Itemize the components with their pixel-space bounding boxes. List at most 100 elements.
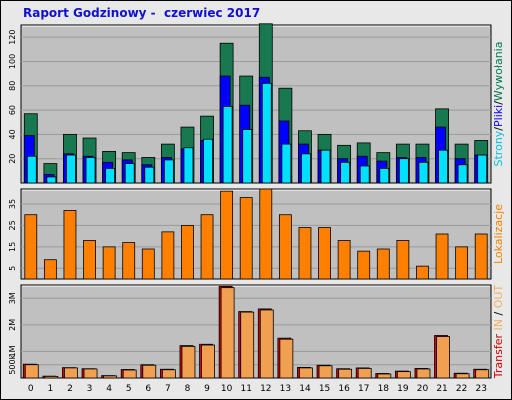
x-tick-label: 8	[185, 384, 191, 394]
bar-transfer-out	[103, 375, 118, 379]
y-tick-label: 40	[8, 129, 17, 139]
bar-transfer-out	[377, 373, 392, 379]
x-tick-label: 5	[126, 384, 132, 394]
y-tick-label: 3M	[8, 292, 17, 304]
x-tick-label: 9	[204, 384, 210, 394]
x-tick-label: 16	[338, 384, 350, 394]
panel-background	[20, 284, 492, 379]
bar-transfer-out	[357, 368, 372, 379]
y-axis-title: Strony/Pliki/Wywołania	[492, 42, 505, 167]
bar-strony	[105, 168, 116, 184]
bar-strony	[261, 82, 272, 184]
bar-strony	[242, 129, 253, 184]
x-tick-label: 21	[436, 384, 447, 394]
x-tick-label: 17	[358, 384, 369, 394]
y-axis-title-part: IN	[492, 315, 505, 333]
bar-lokalizacje	[161, 231, 175, 280]
x-tick-label: 15	[319, 384, 330, 394]
x-tick-label: 7	[165, 384, 171, 394]
x-tick-label: 14	[299, 384, 311, 394]
bar-transfer-out	[83, 368, 98, 379]
bar-lokalizacje	[455, 246, 469, 280]
bar-transfer-out	[338, 368, 353, 379]
bar-lokalizacje	[259, 188, 273, 280]
bar-lokalizacje	[474, 233, 488, 280]
bar-strony	[477, 154, 488, 184]
bar-lokalizacje	[416, 265, 429, 280]
bar-lokalizacje	[376, 248, 390, 280]
x-tick-label: 2	[67, 384, 73, 394]
bar-strony	[66, 154, 76, 184]
bar-transfer-out	[181, 345, 196, 379]
bar-lokalizacje	[278, 214, 292, 280]
x-tick-label: 12	[260, 384, 271, 394]
bar-transfer-out	[299, 367, 313, 379]
x-tick-label: 1	[48, 384, 54, 394]
bar-transfer-out	[279, 338, 294, 379]
bar-lokalizacje	[337, 240, 351, 280]
bar-strony	[85, 157, 96, 184]
y-axis-title-part: Lokalizacje	[492, 204, 505, 264]
x-tick-label: 3	[87, 384, 93, 394]
bar-strony	[183, 147, 194, 184]
y-axis-title-part: /	[492, 311, 505, 315]
bar-lokalizacje	[181, 225, 194, 280]
bar-lokalizacje	[396, 240, 410, 280]
y-tick-label: 80	[8, 81, 17, 91]
bar-lokalizacje	[357, 250, 371, 280]
bar-lokalizacje	[239, 197, 253, 280]
bar-strony	[438, 149, 448, 184]
bar-strony	[418, 161, 429, 184]
bar-strony	[398, 158, 409, 184]
bar-strony	[340, 161, 351, 184]
x-tick-label: 10	[221, 384, 233, 394]
y-tick-label: 100	[8, 54, 17, 69]
bar-lokalizacje	[83, 240, 96, 280]
bar-transfer-out	[44, 376, 59, 379]
visits-panel: 5 15 25 35 Lokalizacje	[8, 188, 505, 280]
bar-lokalizacje	[141, 248, 155, 280]
bar-transfer-out	[318, 365, 333, 379]
bar-strony	[222, 106, 233, 184]
y-axis-title: Transfer IN / OUT	[492, 285, 505, 380]
bar-lokalizacje	[220, 190, 234, 280]
bar-transfer-out	[455, 373, 470, 379]
x-tick-label: 20	[417, 384, 429, 394]
bar-transfer-out	[396, 371, 411, 379]
x-tick-label: 0	[28, 384, 34, 394]
bar-transfer-out	[240, 311, 255, 379]
bar-strony	[281, 143, 292, 184]
y-tick-label: 1M	[8, 345, 17, 357]
y-axis-title-part: /	[492, 127, 505, 131]
y-tick-label: 5	[8, 266, 17, 271]
bar-transfer-out	[475, 369, 490, 379]
bar-strony	[203, 138, 213, 184]
bar-strony	[379, 168, 390, 184]
bar-transfer-out	[220, 287, 235, 379]
bar-lokalizacje	[122, 242, 136, 280]
x-tick-label: 19	[397, 384, 409, 394]
y-tick-label: 25	[8, 220, 17, 230]
x-tick-label: 18	[378, 384, 390, 394]
y-axis-title-part: OUT	[492, 285, 505, 312]
x-tick-label: 4	[106, 384, 112, 394]
x-tick-label: 13	[280, 384, 291, 394]
chart-title: Raport Godzinowy - czerwiec 2017	[23, 6, 261, 20]
bar-lokalizacje	[63, 210, 77, 280]
bar-lokalizacje	[318, 227, 331, 280]
x-tick-label: 22	[456, 384, 467, 394]
y-axis-title-part: Strony	[492, 130, 505, 166]
bar-strony	[320, 149, 331, 184]
bar-strony	[26, 155, 37, 184]
bar-transfer-out	[201, 344, 215, 379]
y-tick-label: 20	[8, 154, 17, 164]
y-axis-title-part: Wywołania	[492, 42, 505, 102]
bar-lokalizacje	[102, 246, 116, 280]
x-tick-label: 23	[475, 384, 486, 394]
bar-strony	[457, 164, 468, 184]
bar-lokalizacje	[43, 259, 57, 280]
y-tick-label: 500k	[8, 354, 17, 374]
x-tick-label: 11	[240, 384, 251, 394]
bar-lokalizacje	[24, 214, 38, 280]
